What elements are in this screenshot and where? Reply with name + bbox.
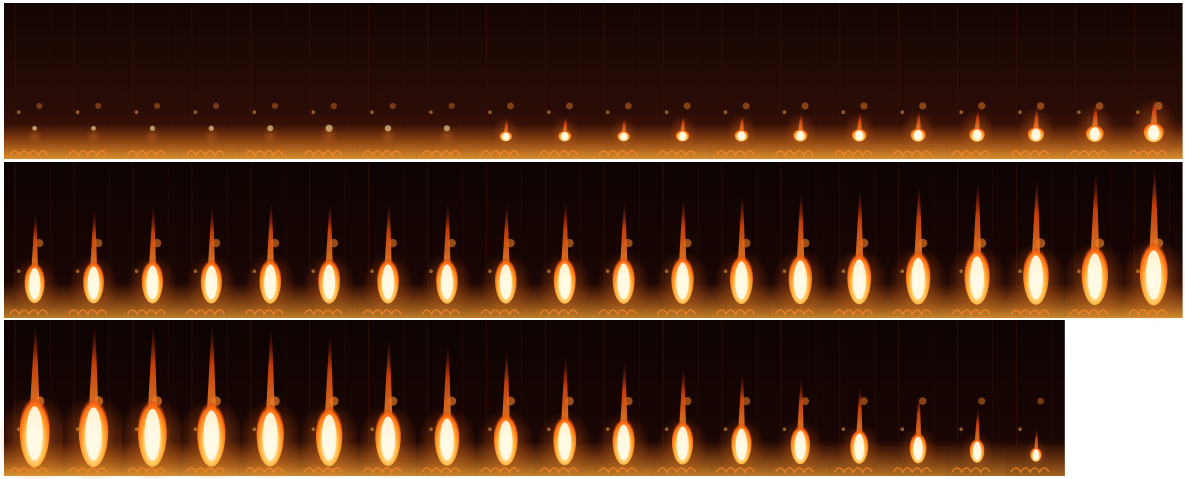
flame-frame (828, 320, 889, 476)
flame-frame (534, 3, 594, 159)
flame-frame (828, 3, 889, 159)
flame-frame (56, 320, 131, 479)
flame-frame (357, 3, 417, 159)
flame-frame (769, 162, 830, 319)
flame-frame (828, 162, 889, 319)
flame-frame (239, 162, 300, 318)
flame-frame (121, 162, 182, 318)
flame-frame (1004, 162, 1068, 321)
flame-frame (62, 162, 123, 318)
flame-frame (887, 3, 947, 159)
flame-frame (710, 3, 771, 159)
flame-frame (534, 162, 594, 318)
flame-frame (1064, 3, 1124, 159)
flame-frame (4, 162, 64, 318)
flame-frame (1061, 162, 1128, 322)
flame-frame (887, 320, 947, 476)
flame-frame (357, 162, 417, 318)
flame-frame (296, 320, 363, 479)
flame-frame (946, 3, 1006, 159)
flame-frame (416, 3, 476, 159)
flame-frame (1005, 320, 1065, 476)
flame-frame (651, 3, 712, 159)
flame-frame (0, 320, 73, 479)
flame-frame (416, 320, 478, 479)
flame-frame (236, 320, 305, 479)
flame-frame (1118, 162, 1185, 323)
flame-frame (710, 162, 771, 318)
flame-frame (298, 3, 358, 159)
flame-frame (121, 3, 182, 159)
flame-frame (593, 3, 653, 159)
flame-frame (356, 320, 420, 479)
flame-frame (239, 3, 300, 159)
flame-frame (887, 162, 949, 320)
flame-frame (1005, 3, 1065, 159)
flame-frame (946, 320, 1006, 476)
flame-frame (593, 162, 653, 318)
flame-frame (651, 162, 712, 318)
flame-frame (710, 320, 771, 477)
flame-frame (175, 320, 247, 479)
flame-frame (769, 320, 830, 476)
flame-frame (298, 162, 358, 318)
flame-frame (416, 162, 476, 318)
flame-frame (1123, 3, 1183, 159)
flame-frame (180, 3, 241, 159)
flame-frame (475, 3, 535, 159)
flame-frame (180, 162, 241, 318)
flame-frame (651, 320, 712, 478)
flame-frame (475, 162, 535, 318)
flame-frame (4, 3, 64, 159)
flame-frame (534, 320, 594, 479)
flame-frame (945, 162, 1009, 320)
flame-frame (116, 320, 189, 479)
flame-frame (62, 3, 123, 159)
flame-frame (769, 3, 830, 159)
flame-frame (475, 320, 536, 479)
flame-frame (593, 320, 653, 479)
